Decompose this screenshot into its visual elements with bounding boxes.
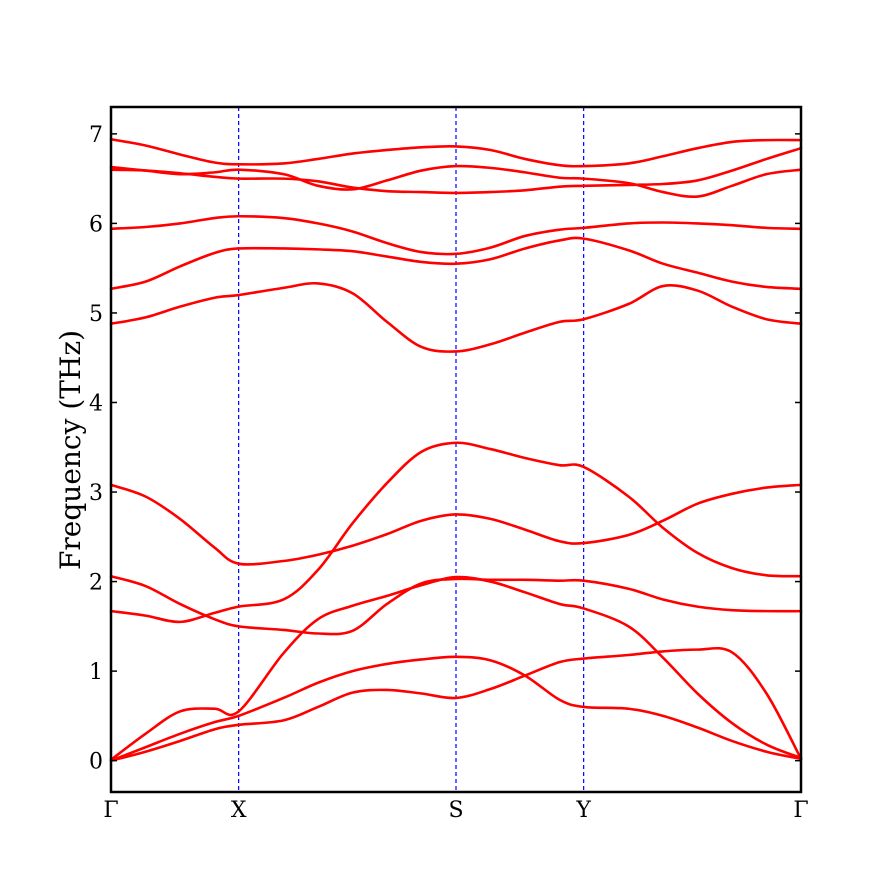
- x-tick-label: Γ: [103, 798, 118, 823]
- plot-area: [109, 105, 803, 794]
- band-line-8: [109, 236, 803, 291]
- x-tick-label: S: [448, 798, 463, 823]
- y-tick-label: 3: [89, 481, 103, 506]
- x-tick-label: X: [231, 798, 247, 823]
- band-line-4: [109, 441, 803, 624]
- y-axis: 0 1 2 3 4 5 6 7: [89, 123, 801, 775]
- band-line-11: [109, 164, 803, 199]
- x-tick-label: Y: [575, 798, 591, 823]
- plot-frame: [109, 105, 803, 794]
- y-tick-label: 0: [89, 750, 103, 775]
- band-line-1: [109, 646, 803, 762]
- x-tick-label: Γ: [793, 798, 808, 823]
- band-line-10: [109, 146, 803, 195]
- band-line-6: [109, 483, 803, 566]
- band-line-3: [109, 575, 803, 762]
- band-line-12: [109, 137, 803, 168]
- y-tick-label: 6: [89, 212, 103, 237]
- y-tick-label: 2: [89, 571, 103, 596]
- y-tick-label: 5: [89, 302, 103, 327]
- y-tick-label: 7: [89, 123, 103, 148]
- band-line-9: [109, 214, 803, 256]
- y-tick-label: 1: [89, 660, 103, 685]
- band-line-7: [109, 281, 803, 353]
- band-line-5: [109, 574, 803, 636]
- band-line-2: [109, 655, 803, 762]
- y-tick-label: 4: [89, 391, 103, 416]
- y-axis-label: Frequency (THz): [54, 330, 87, 570]
